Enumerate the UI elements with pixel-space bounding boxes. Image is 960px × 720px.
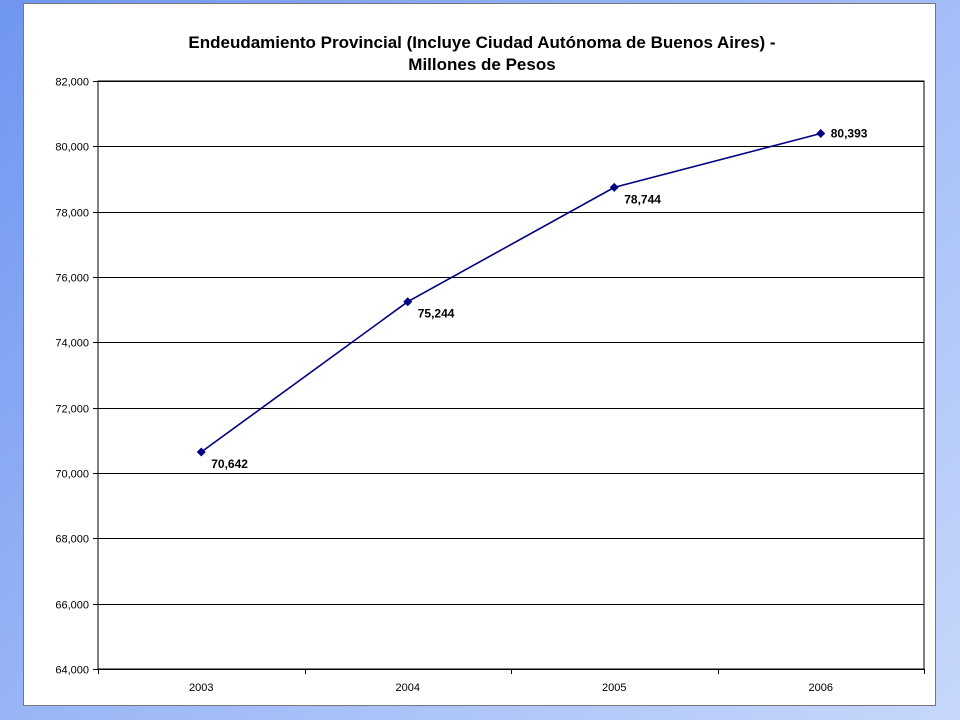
x-tick-label: 2005 [602, 682, 626, 694]
data-labels: 70,642 75,244 78,744 80,393 [211, 126, 868, 471]
data-point-marker [196, 447, 206, 457]
gridlines [98, 81, 924, 670]
y-tick-label: 64,000 [55, 665, 89, 677]
x-tick-label: 2006 [809, 682, 833, 694]
data-point-marker [609, 182, 619, 192]
y-tick-label: 66,000 [55, 600, 89, 612]
plot-area [97, 80, 925, 670]
data-point-marker [816, 128, 826, 138]
chart-title-line-2: Millones de Pesos [408, 55, 555, 74]
y-tick-label: 78,000 [55, 208, 89, 220]
y-tick-label: 76,000 [55, 273, 89, 285]
series-line [200, 132, 821, 453]
data-label: 70,642 [211, 457, 248, 471]
data-label: 80,393 [831, 126, 868, 140]
y-tick-label: 80,000 [55, 142, 89, 154]
x-axis: 2003 2004 2005 2006 [98, 669, 925, 694]
y-tick-label: 74,000 [55, 338, 89, 350]
y-tick-label: 70,000 [55, 469, 89, 481]
y-tick-label: 68,000 [55, 534, 89, 546]
y-tick-label: 72,000 [55, 404, 89, 416]
data-point-marker [403, 297, 413, 307]
data-label: 78,744 [624, 192, 661, 206]
chart-title-line-1: Endeudamiento Provincial (Incluye Ciudad… [188, 33, 775, 52]
chart-panel: Endeudamiento Provincial (Incluye Ciudad… [23, 3, 936, 706]
line-chart: Endeudamiento Provincial (Incluye Ciudad… [55, 33, 925, 694]
x-tick-label: 2003 [189, 682, 213, 694]
y-tick-label: 82,000 [55, 77, 89, 89]
x-tick-label: 2004 [396, 682, 420, 694]
y-axis: 64,000 66,000 68,000 70,000 72,000 74,000 76,0… [55, 77, 98, 677]
data-series [196, 128, 826, 457]
data-label: 75,244 [418, 307, 455, 321]
